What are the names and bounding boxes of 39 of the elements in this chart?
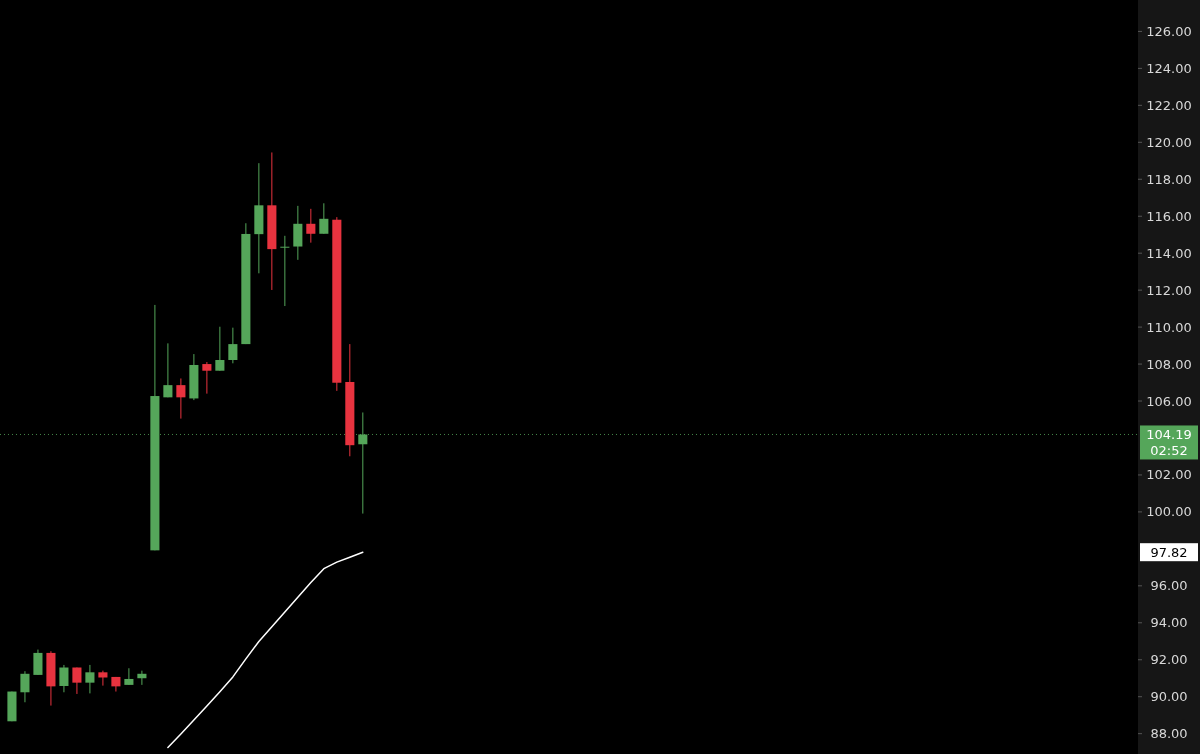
- y-tick-label: 122.00: [1146, 97, 1192, 113]
- y-tick-label: 88.00: [1150, 726, 1188, 742]
- candlestick: [163, 342, 173, 398]
- candlestick: [176, 377, 186, 420]
- candlestick: [98, 670, 108, 687]
- y-tick-label: 120.00: [1146, 134, 1192, 150]
- y-tick-label: 100.00: [1146, 504, 1192, 520]
- candlestick: [59, 664, 69, 693]
- y-tick-label: 124.00: [1146, 60, 1192, 76]
- line-series: [167, 551, 364, 749]
- candlestick: [72, 667, 82, 695]
- y-tick-label: 102.00: [1146, 467, 1192, 483]
- candlestick: [215, 326, 225, 372]
- ref-line-label: 104.19: [1146, 426, 1192, 442]
- candlestick: [137, 670, 147, 686]
- y-tick-label: 96.00: [1150, 578, 1188, 594]
- text: 02:52: [1150, 442, 1188, 458]
- y-tick-label: 126.00: [1146, 23, 1192, 39]
- y-tick-label: 92.00: [1150, 652, 1188, 668]
- y-tick-label: 106.00: [1146, 393, 1192, 409]
- candlestick: [20, 670, 30, 703]
- y-tick-label: 114.00: [1146, 245, 1192, 261]
- text: 97.82: [1150, 544, 1188, 560]
- candlestick: [228, 327, 238, 364]
- candlestick: [124, 667, 134, 686]
- y-tick-label: 118.00: [1146, 171, 1192, 187]
- candlestick: [319, 202, 329, 235]
- candlestick: [280, 235, 290, 307]
- candlestick: [85, 664, 95, 694]
- y-tick-label: 90.00: [1150, 689, 1188, 705]
- candlestick: [202, 361, 212, 395]
- y-tick-label: 108.00: [1146, 356, 1192, 372]
- y-tick-label: 112.00: [1146, 282, 1192, 298]
- candlestick: [33, 649, 43, 676]
- candlestick: [293, 205, 303, 261]
- candlestick: [306, 208, 316, 244]
- y-tick-label: 110.00: [1146, 319, 1192, 335]
- y-tick-label: 94.00: [1150, 615, 1188, 631]
- y-tick-label: 116.00: [1146, 208, 1192, 224]
